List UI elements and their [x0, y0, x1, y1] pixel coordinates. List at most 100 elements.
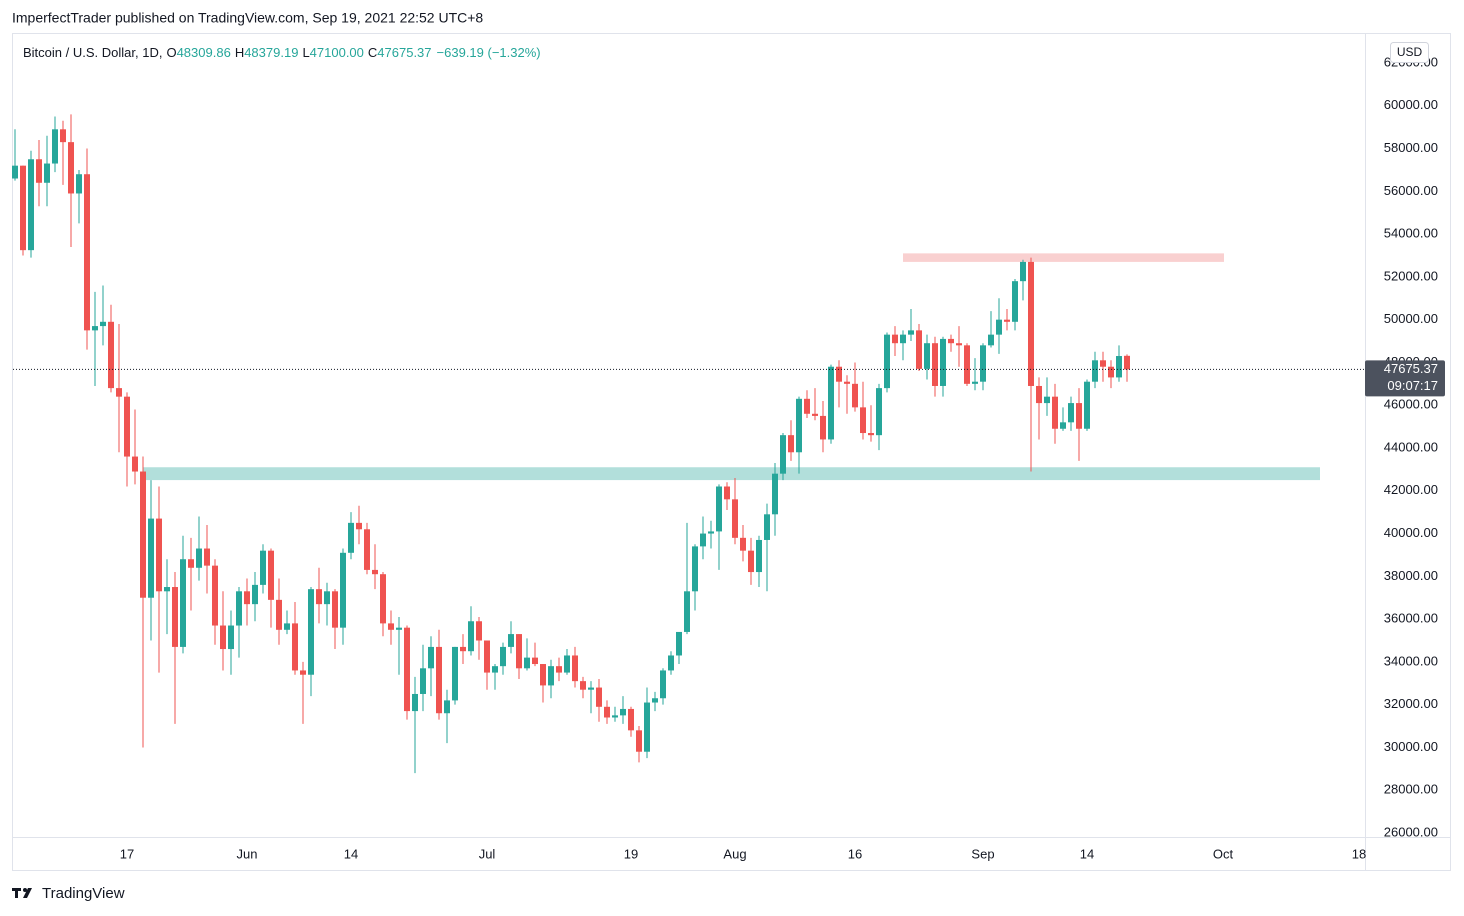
footer-brand: TradingView: [42, 885, 125, 902]
candle-body: [844, 381, 850, 384]
candle-body: [1012, 281, 1018, 322]
candle-body: [964, 345, 970, 384]
candle-body: [612, 715, 618, 718]
candle-body: [852, 383, 858, 408]
candle-body: [1036, 385, 1042, 404]
candle-body: [308, 589, 314, 675]
candle-body: [676, 631, 682, 656]
x-tick-label: Oct: [1213, 846, 1234, 861]
x-tick-label: 18: [1352, 846, 1366, 861]
candle-body: [524, 657, 530, 669]
candle-body: [836, 366, 842, 382]
candle-body: [604, 706, 610, 718]
candle-body: [324, 591, 330, 605]
candle-body: [780, 435, 786, 474]
candle-body: [156, 518, 162, 592]
candle-body: [828, 366, 834, 440]
y-tick-label: 44000.00: [1384, 439, 1438, 454]
candle-body: [772, 473, 778, 515]
candle-body: [892, 334, 898, 344]
candle-body: [900, 334, 906, 344]
candle-body: [1044, 396, 1050, 404]
candle-body: [932, 343, 938, 386]
candle-body: [516, 634, 522, 669]
footer-logo: [12, 888, 32, 898]
candle-body: [108, 321, 114, 389]
y-tick-label: 26000.00: [1384, 824, 1438, 839]
y-tick-label: 28000.00: [1384, 782, 1438, 797]
candle-body: [452, 646, 458, 701]
y-tick-label: 54000.00: [1384, 226, 1438, 241]
candle-body: [460, 646, 466, 652]
y-tick-label: 42000.00: [1384, 482, 1438, 497]
candle-body: [60, 129, 66, 143]
x-tick-label: Aug: [723, 846, 746, 861]
candle-body: [532, 657, 538, 665]
candle-body: [428, 646, 434, 669]
candle-body: [1028, 261, 1034, 386]
candle-body: [660, 670, 666, 699]
candle-body: [252, 584, 258, 605]
candle-body: [420, 668, 426, 694]
candle-body: [76, 174, 82, 194]
candle-body: [364, 529, 370, 570]
y-tick-label: 36000.00: [1384, 611, 1438, 626]
candle-body: [340, 552, 346, 628]
candle-body: [284, 623, 290, 630]
x-tick-label: 17: [120, 846, 134, 861]
candle-body: [1124, 355, 1130, 370]
candle-body: [372, 569, 378, 575]
candle-body: [268, 550, 274, 600]
candle-body: [188, 559, 194, 568]
x-tick-label: 19: [624, 846, 638, 861]
candle-body: [556, 666, 562, 673]
price-zone: [903, 253, 1224, 262]
candle-body: [1004, 319, 1010, 322]
candle-body: [228, 625, 234, 650]
legend: Bitcoin / U.S. Dollar, 1D, O48309.86 H4837…: [23, 45, 541, 60]
last-price-tag: [1365, 360, 1445, 397]
candle-body: [756, 539, 762, 573]
candle-body: [956, 343, 962, 346]
candle-body: [1076, 403, 1082, 429]
candle-body: [1116, 356, 1122, 378]
candle-body: [332, 591, 338, 628]
y-tick-label: 40000.00: [1384, 525, 1438, 540]
y-tick-label: 46000.00: [1384, 397, 1438, 412]
candle-body: [68, 142, 74, 194]
candle-body: [572, 655, 578, 682]
candle-body: [764, 514, 770, 540]
candle-body: [436, 646, 442, 714]
candle-body: [484, 640, 490, 673]
candle-body: [668, 655, 674, 671]
candle-body: [52, 129, 58, 164]
candle-body: [404, 627, 410, 712]
candle-body: [100, 321, 106, 327]
candle-body: [20, 165, 26, 251]
candle-body: [244, 591, 250, 605]
candle-body: [596, 687, 602, 707]
candle-body: [860, 407, 866, 434]
candle-body: [508, 634, 514, 647]
candle-body: [924, 343, 930, 369]
candle-body: [1100, 360, 1106, 367]
candle-body: [180, 559, 186, 647]
y-tick-label: 50000.00: [1384, 311, 1438, 326]
candle-body: [204, 548, 210, 566]
candle-body: [468, 621, 474, 652]
x-tick-label: 16: [848, 846, 862, 861]
candle-body: [348, 522, 354, 553]
candle-body: [388, 623, 394, 630]
candle-body: [196, 548, 202, 568]
candle-body: [1052, 396, 1058, 429]
candle-body: [1020, 261, 1026, 282]
candle-body: [716, 486, 722, 532]
candle-body: [492, 666, 498, 673]
candle-body: [172, 587, 178, 647]
x-tick-label: 14: [1080, 846, 1094, 861]
y-tick-label: 34000.00: [1384, 653, 1438, 668]
candle-body: [36, 159, 42, 183]
candle-body: [164, 587, 170, 592]
candle-body: [1108, 366, 1114, 378]
